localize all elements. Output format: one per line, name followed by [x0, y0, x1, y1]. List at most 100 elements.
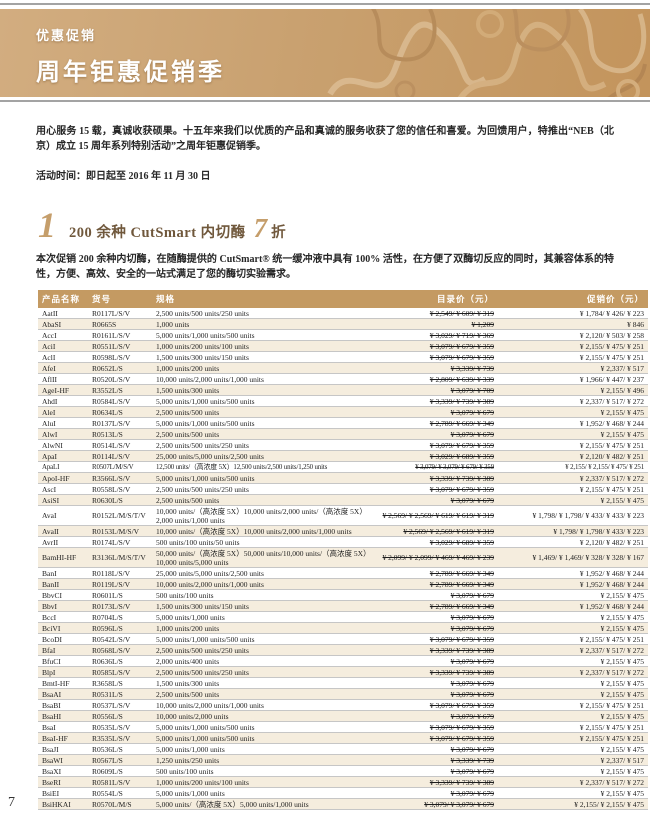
rule-gap — [0, 97, 650, 100]
list-price-cell: ¥ 3,339/ ¥ 739 — [378, 754, 498, 766]
table-row: AciI R0551L/S/V 1,000 units/200 units/100 … — [38, 340, 648, 352]
promo-price-cell: ¥ 1,952/ ¥ 468/ ¥ 244 — [498, 567, 648, 579]
promo-price-cell: ¥ 2,155/ ¥ 475 — [498, 710, 648, 722]
table-row: BcoDI R0542L/S/V 5,000 units/1,000 units/5… — [38, 633, 648, 645]
table-row: BfaI R0568L/S/V 2,500 units/500 units/250 … — [38, 644, 648, 656]
promo-price-cell: ¥ 2,155/ ¥ 475/ ¥ 251 — [498, 633, 648, 645]
table-row: AleI R0634L/S 2,500 units/500 units ¥ 3,079… — [38, 406, 648, 418]
sku-cell: R0118L/S/V — [88, 567, 152, 579]
promo-banner: 优惠促销 周年钜惠促销季 — [0, 9, 650, 97]
table-row: BseRI R0581L/S/V 1,000 units/200 units/100… — [38, 776, 648, 788]
spec-cell: 10,000 units/（高浓度 5X）10,000 units/2,000 … — [152, 525, 378, 537]
list-price-cell: ¥ 3,079/ ¥ 679 — [378, 428, 498, 440]
spec-cell: 1,000 units — [152, 318, 378, 330]
products-table-wrap: 产品名称 货号 规格 目录价（元） 促销价（元） AatII R0117L/S/V… — [38, 290, 648, 810]
table-row: BbvCI R0601L/S 500 units/100 units ¥ 3,079/… — [38, 589, 648, 601]
promo-price-cell: ¥ 2,337/ ¥ 517/ ¥ 272 — [498, 644, 648, 656]
page-top-margin — [0, 0, 650, 3]
promo-price-cell: ¥ 2,337/ ¥ 517 — [498, 362, 648, 374]
sku-cell: R0630L/S — [88, 494, 152, 506]
sku-cell: R0556L/S — [88, 710, 152, 722]
list-price-cell: ¥ 3,079/ ¥ 679 — [378, 688, 498, 700]
list-price-cell: ¥ 2,789/ ¥ 669/ ¥ 349 — [378, 600, 498, 612]
product-name-cell: AccI — [38, 329, 88, 341]
list-price-cell: ¥ 3,079/ ¥ 679 — [378, 622, 498, 634]
sku-cell: R0535L/S/V — [88, 721, 152, 733]
column-header-list-price: 目录价（元） — [378, 290, 498, 308]
product-name-cell: AciI — [38, 340, 88, 352]
product-name-cell: BccI — [38, 611, 88, 623]
list-price-cell: ¥ 3,339/ ¥ 739/ ¥ 389 — [378, 472, 498, 484]
list-price-cell: ¥ 2,099/ ¥ 2,099/ ¥ 469/ ¥ 469/ ¥ 239 — [378, 547, 498, 568]
table-row: ApaI R0114L/S/V 25,000 units/5,000 units/2… — [38, 450, 648, 462]
column-header-promo-price: 促销价（元） — [498, 290, 648, 308]
discount-number: 7 — [253, 213, 268, 243]
table-row: AlwNI R0514L/S/V 2,500 units/500 units/250… — [38, 439, 648, 451]
table-row: BsiHKAI R0570L/M/S 5,000 units/（高浓度 5X）5,0… — [38, 798, 648, 810]
promo-price-cell: ¥ 2,155/ ¥ 2,155/ ¥ 475/ ¥ 251 — [498, 461, 648, 473]
list-price-cell: ¥ 2,569/ ¥ 2,569/ ¥ 619/ ¥ 619/ ¥ 319 — [378, 505, 498, 526]
section-title: 200 余种 CutSmart 内切酶 — [69, 225, 246, 241]
spec-cell: 10,000 units/2,000 units — [152, 710, 378, 722]
promo-price-cell: ¥ 1,952/ ¥ 468/ ¥ 244 — [498, 578, 648, 590]
promo-price-cell: ¥ 2,337/ ¥ 517/ ¥ 272 — [498, 666, 648, 678]
sku-cell: R0119L/S/V — [88, 578, 152, 590]
product-name-cell: BbvCI — [38, 589, 88, 601]
product-name-cell: AvrII — [38, 536, 88, 548]
table-row: AscI R0558L/S/V 2,500 units/500 units/250 … — [38, 483, 648, 495]
spec-cell: 500 units/100 units — [152, 765, 378, 777]
column-header-product-name: 产品名称 — [38, 290, 88, 308]
list-price-cell: ¥ 3,079/ ¥ 679 — [378, 611, 498, 623]
sku-cell: R3552L/S — [88, 384, 152, 396]
list-price-cell: ¥ 3,079/ ¥ 679 — [378, 655, 498, 667]
table-header-row: 产品名称 货号 规格 目录价（元） 促销价（元） — [38, 290, 648, 308]
list-price-cell: ¥ 2,549/ ¥ 609/ ¥ 319 — [378, 308, 498, 319]
spec-cell: 10,000 units/2,000 units/1,000 units — [152, 578, 378, 590]
sku-cell: R0117L/S/V — [88, 308, 152, 319]
spec-cell: 12,500 units/（高浓度 5X）12,500 units/2,500 … — [152, 461, 378, 473]
table-row: ApoI-HF R3566L/S/V 5,000 units/1,000 units… — [38, 472, 648, 484]
sku-cell: R0114L/S/V — [88, 450, 152, 462]
table-row: AccI R0161L/S/V 5,000 units/1,000 units/50… — [38, 329, 648, 341]
table-row: AvaI R0152L/M/S/T/V 10,000 units/（高浓度 5X）1… — [38, 505, 648, 526]
product-name-cell: BmtI-HF — [38, 677, 88, 689]
table-row: BsaAI R0531L/S 2,500 units/500 units ¥ 3,07… — [38, 688, 648, 700]
list-price-cell: ¥ 3,079/ ¥ 709 — [378, 384, 498, 396]
column-header-sku: 货号 — [88, 290, 152, 308]
table-row: BsaI-HF R3535L/S/V 5,000 units/1,000 units… — [38, 732, 648, 744]
promo-price-cell: ¥ 1,952/ ¥ 468/ ¥ 244 — [498, 417, 648, 429]
list-price-cell: ¥ 2,789/ ¥ 669/ ¥ 349 — [378, 567, 498, 579]
promo-price-cell: ¥ 2,155/ ¥ 496 — [498, 384, 648, 396]
list-price-cell: ¥ 3,029/ ¥ 719/ ¥ 369 — [378, 329, 498, 341]
sku-cell: R0152L/M/S/T/V — [88, 505, 152, 526]
sku-cell: R0584L/S/V — [88, 395, 152, 407]
table-row: BfuCI R0636L/S 2,000 units/400 units ¥ 3,07… — [38, 655, 648, 667]
spec-cell: 2,500 units/500 units/250 units — [152, 308, 378, 319]
promo-price-cell: ¥ 1,798/ ¥ 1,798/ ¥ 433/ ¥ 223 — [498, 525, 648, 537]
table-row: AgeI-HF R3552L/S 1,500 units/300 units ¥ 3,… — [38, 384, 648, 396]
spec-cell: 5,000 units/（高浓度 5X）5,000 units/1,000 un… — [152, 798, 378, 810]
product-name-cell: ApaI — [38, 450, 88, 462]
sku-cell: R0137L/S/V — [88, 417, 152, 429]
spec-cell: 10,000 units/2,000 units/1,000 units — [152, 373, 378, 385]
sku-cell: R0520L/S/V — [88, 373, 152, 385]
promo-price-cell: ¥ 2,155/ ¥ 475 — [498, 589, 648, 601]
product-name-cell: AvaI — [38, 505, 88, 526]
promo-price-cell: ¥ 2,155/ ¥ 475 — [498, 743, 648, 755]
table-row: BciVI R0596L/S 1,000 units/200 units ¥ 3,07… — [38, 622, 648, 634]
list-price-cell: ¥ 2,569/ ¥ 2,569/ ¥ 619/ ¥ 319 — [378, 525, 498, 537]
sku-cell: R0153L/M/S/V — [88, 525, 152, 537]
sku-cell: R3136L/M/S/T/V — [88, 547, 152, 568]
promo-price-cell: ¥ 2,337/ ¥ 517 — [498, 754, 648, 766]
sku-cell: R0514L/S/V — [88, 439, 152, 451]
list-price-cell: ¥ 3,079/ ¥ 679 — [378, 743, 498, 755]
list-price-cell: ¥ 3,339/ ¥ 739/ ¥ 389 — [378, 776, 498, 788]
table-row: AluI R0137L/S/V 5,000 units/1,000 units/50… — [38, 417, 648, 429]
promo-price-cell: ¥ 2,120/ ¥ 482/ ¥ 251 — [498, 536, 648, 548]
sku-cell: R0536L/S — [88, 743, 152, 755]
sku-cell: R0507L/M/S/V — [88, 461, 152, 473]
promo-price-cell: ¥ 2,337/ ¥ 517/ ¥ 272 — [498, 472, 648, 484]
spec-cell: 1,500 units/300 units — [152, 677, 378, 689]
list-price-cell: ¥ 3,079/ ¥ 679/ ¥ 359 — [378, 351, 498, 363]
list-price-cell: ¥ 3,079/ ¥ 679/ ¥ 359 — [378, 721, 498, 733]
